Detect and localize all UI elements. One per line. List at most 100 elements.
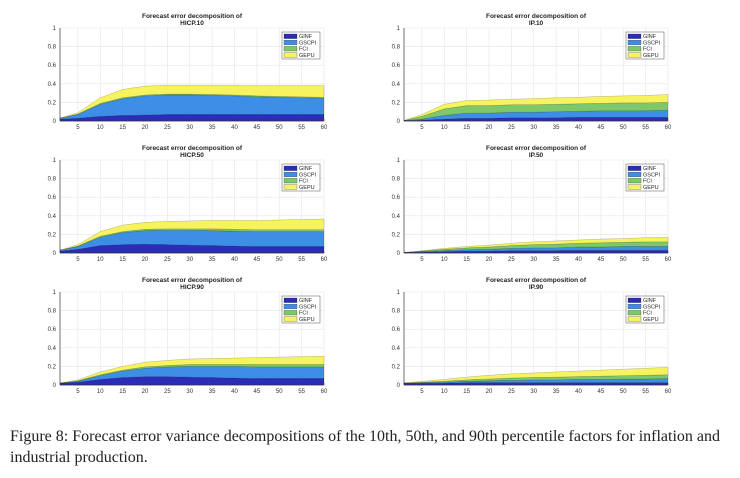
y-tick-label: 0.2 <box>392 100 401 106</box>
x-tick-label: 20 <box>142 389 149 395</box>
legend-label: GEPU <box>299 53 315 59</box>
x-tick-label: 25 <box>164 125 171 131</box>
area-series-gscpi <box>403 378 669 384</box>
x-tick-label: 25 <box>508 389 515 395</box>
legend-label: GINF <box>299 298 313 304</box>
y-tick-label: 0.8 <box>48 309 57 315</box>
x-tick-label: 35 <box>209 257 216 263</box>
area-series-fci <box>59 228 325 251</box>
area-series-gepu <box>403 236 669 253</box>
y-tick-label: 0 <box>53 251 57 257</box>
legend-swatch <box>283 46 298 52</box>
x-tick-label: 15 <box>119 125 126 131</box>
x-tick-label: 60 <box>321 125 328 131</box>
legend-swatch <box>627 304 642 309</box>
area-series-gepu <box>59 84 325 119</box>
y-tick-label: 0.2 <box>48 100 57 106</box>
x-tick-label: 45 <box>254 389 261 395</box>
y-tick-label: 0.4 <box>392 214 401 220</box>
legend-swatch <box>283 310 298 316</box>
x-tick-label: 55 <box>642 125 649 131</box>
legend-swatch <box>283 316 298 322</box>
x-tick-label: 60 <box>665 257 672 263</box>
area-series-fci <box>403 374 669 384</box>
x-tick-label: 25 <box>508 125 515 131</box>
area-series-gepu <box>59 218 325 251</box>
x-tick-label: 10 <box>441 257 448 263</box>
legend-swatch <box>283 40 298 45</box>
chart-title: Forecast error decomposition of <box>142 277 243 284</box>
x-tick-label: 55 <box>642 257 649 263</box>
y-tick-label: 0.2 <box>48 364 57 370</box>
x-tick-label: 30 <box>530 257 537 263</box>
x-tick-label: 55 <box>642 389 649 395</box>
x-tick-label: 20 <box>142 257 149 263</box>
x-tick-label: 60 <box>665 125 672 131</box>
chart-subtitle: IP.10 <box>529 20 544 27</box>
x-tick-label: 30 <box>530 389 537 395</box>
area-series-gepu <box>403 94 669 121</box>
x-tick-label: 15 <box>463 257 470 263</box>
y-tick-label: 1 <box>53 290 57 296</box>
y-tick-label: 0.8 <box>48 45 57 51</box>
x-tick-label: 15 <box>119 257 126 263</box>
x-tick-label: 5 <box>76 125 80 131</box>
legend-swatch <box>627 46 642 52</box>
y-tick-label: 0.6 <box>392 63 401 69</box>
legend-label: FCI <box>299 179 308 185</box>
legend-label: GEPU <box>643 185 659 191</box>
x-tick-label: 5 <box>76 257 80 263</box>
y-tick-label: 1 <box>397 26 401 32</box>
legend-label: GINF <box>643 298 657 304</box>
y-tick-label: 0.8 <box>392 309 401 315</box>
x-tick-label: 40 <box>231 257 238 263</box>
legend-label: GSCPI <box>643 40 661 46</box>
legend-label: GINF <box>643 34 657 40</box>
legend-swatch <box>283 165 298 171</box>
y-tick-label: 1 <box>53 158 57 164</box>
x-tick-label: 40 <box>575 389 582 395</box>
x-tick-label: 45 <box>598 257 605 263</box>
y-tick-label: 0.4 <box>48 346 57 352</box>
y-tick-label: 1 <box>397 158 401 164</box>
chart-title: Forecast error decomposition of <box>486 145 587 152</box>
y-tick-label: 0 <box>53 383 57 389</box>
x-tick-label: 30 <box>186 257 193 263</box>
y-tick-label: 0.4 <box>392 346 401 352</box>
legend-swatch <box>283 172 298 177</box>
legend-swatch <box>627 40 642 45</box>
x-tick-label: 40 <box>575 125 582 131</box>
y-tick-label: 0.6 <box>48 327 57 333</box>
x-tick-label: 60 <box>321 389 328 395</box>
legend-label: FCI <box>299 47 308 53</box>
legend-swatch <box>627 310 642 316</box>
x-tick-label: 10 <box>97 125 104 131</box>
legend-swatch <box>627 297 642 303</box>
y-tick-label: 0 <box>53 119 57 125</box>
y-tick-label: 0.6 <box>392 327 401 333</box>
legend-label: GSCPI <box>643 304 661 310</box>
legend-label: GINF <box>299 166 313 172</box>
chart-title: Forecast error decomposition of <box>486 13 587 20</box>
legend-label: FCI <box>643 311 652 317</box>
figure-caption: Figure 8: Forecast error variance decomp… <box>10 428 721 466</box>
chart-subtitle: IP.90 <box>529 284 544 291</box>
x-tick-label: 15 <box>119 389 126 395</box>
legend-swatch <box>283 52 298 58</box>
legend-label: GEPU <box>643 317 659 323</box>
x-tick-label: 5 <box>76 389 80 395</box>
y-tick-label: 1 <box>53 26 57 32</box>
chart-subtitle: HICP.90 <box>180 284 204 291</box>
x-tick-label: 50 <box>276 125 283 131</box>
x-tick-label: 5 <box>420 389 424 395</box>
x-tick-label: 30 <box>186 125 193 131</box>
legend-swatch <box>627 178 642 184</box>
y-tick-label: 0.4 <box>48 214 57 220</box>
area-series-gepu <box>59 355 325 384</box>
y-tick-label: 0 <box>397 383 401 389</box>
legend-label: GSCPI <box>299 304 317 310</box>
legend-label: GINF <box>299 34 313 40</box>
legend-swatch <box>283 297 298 303</box>
x-tick-label: 10 <box>441 389 448 395</box>
